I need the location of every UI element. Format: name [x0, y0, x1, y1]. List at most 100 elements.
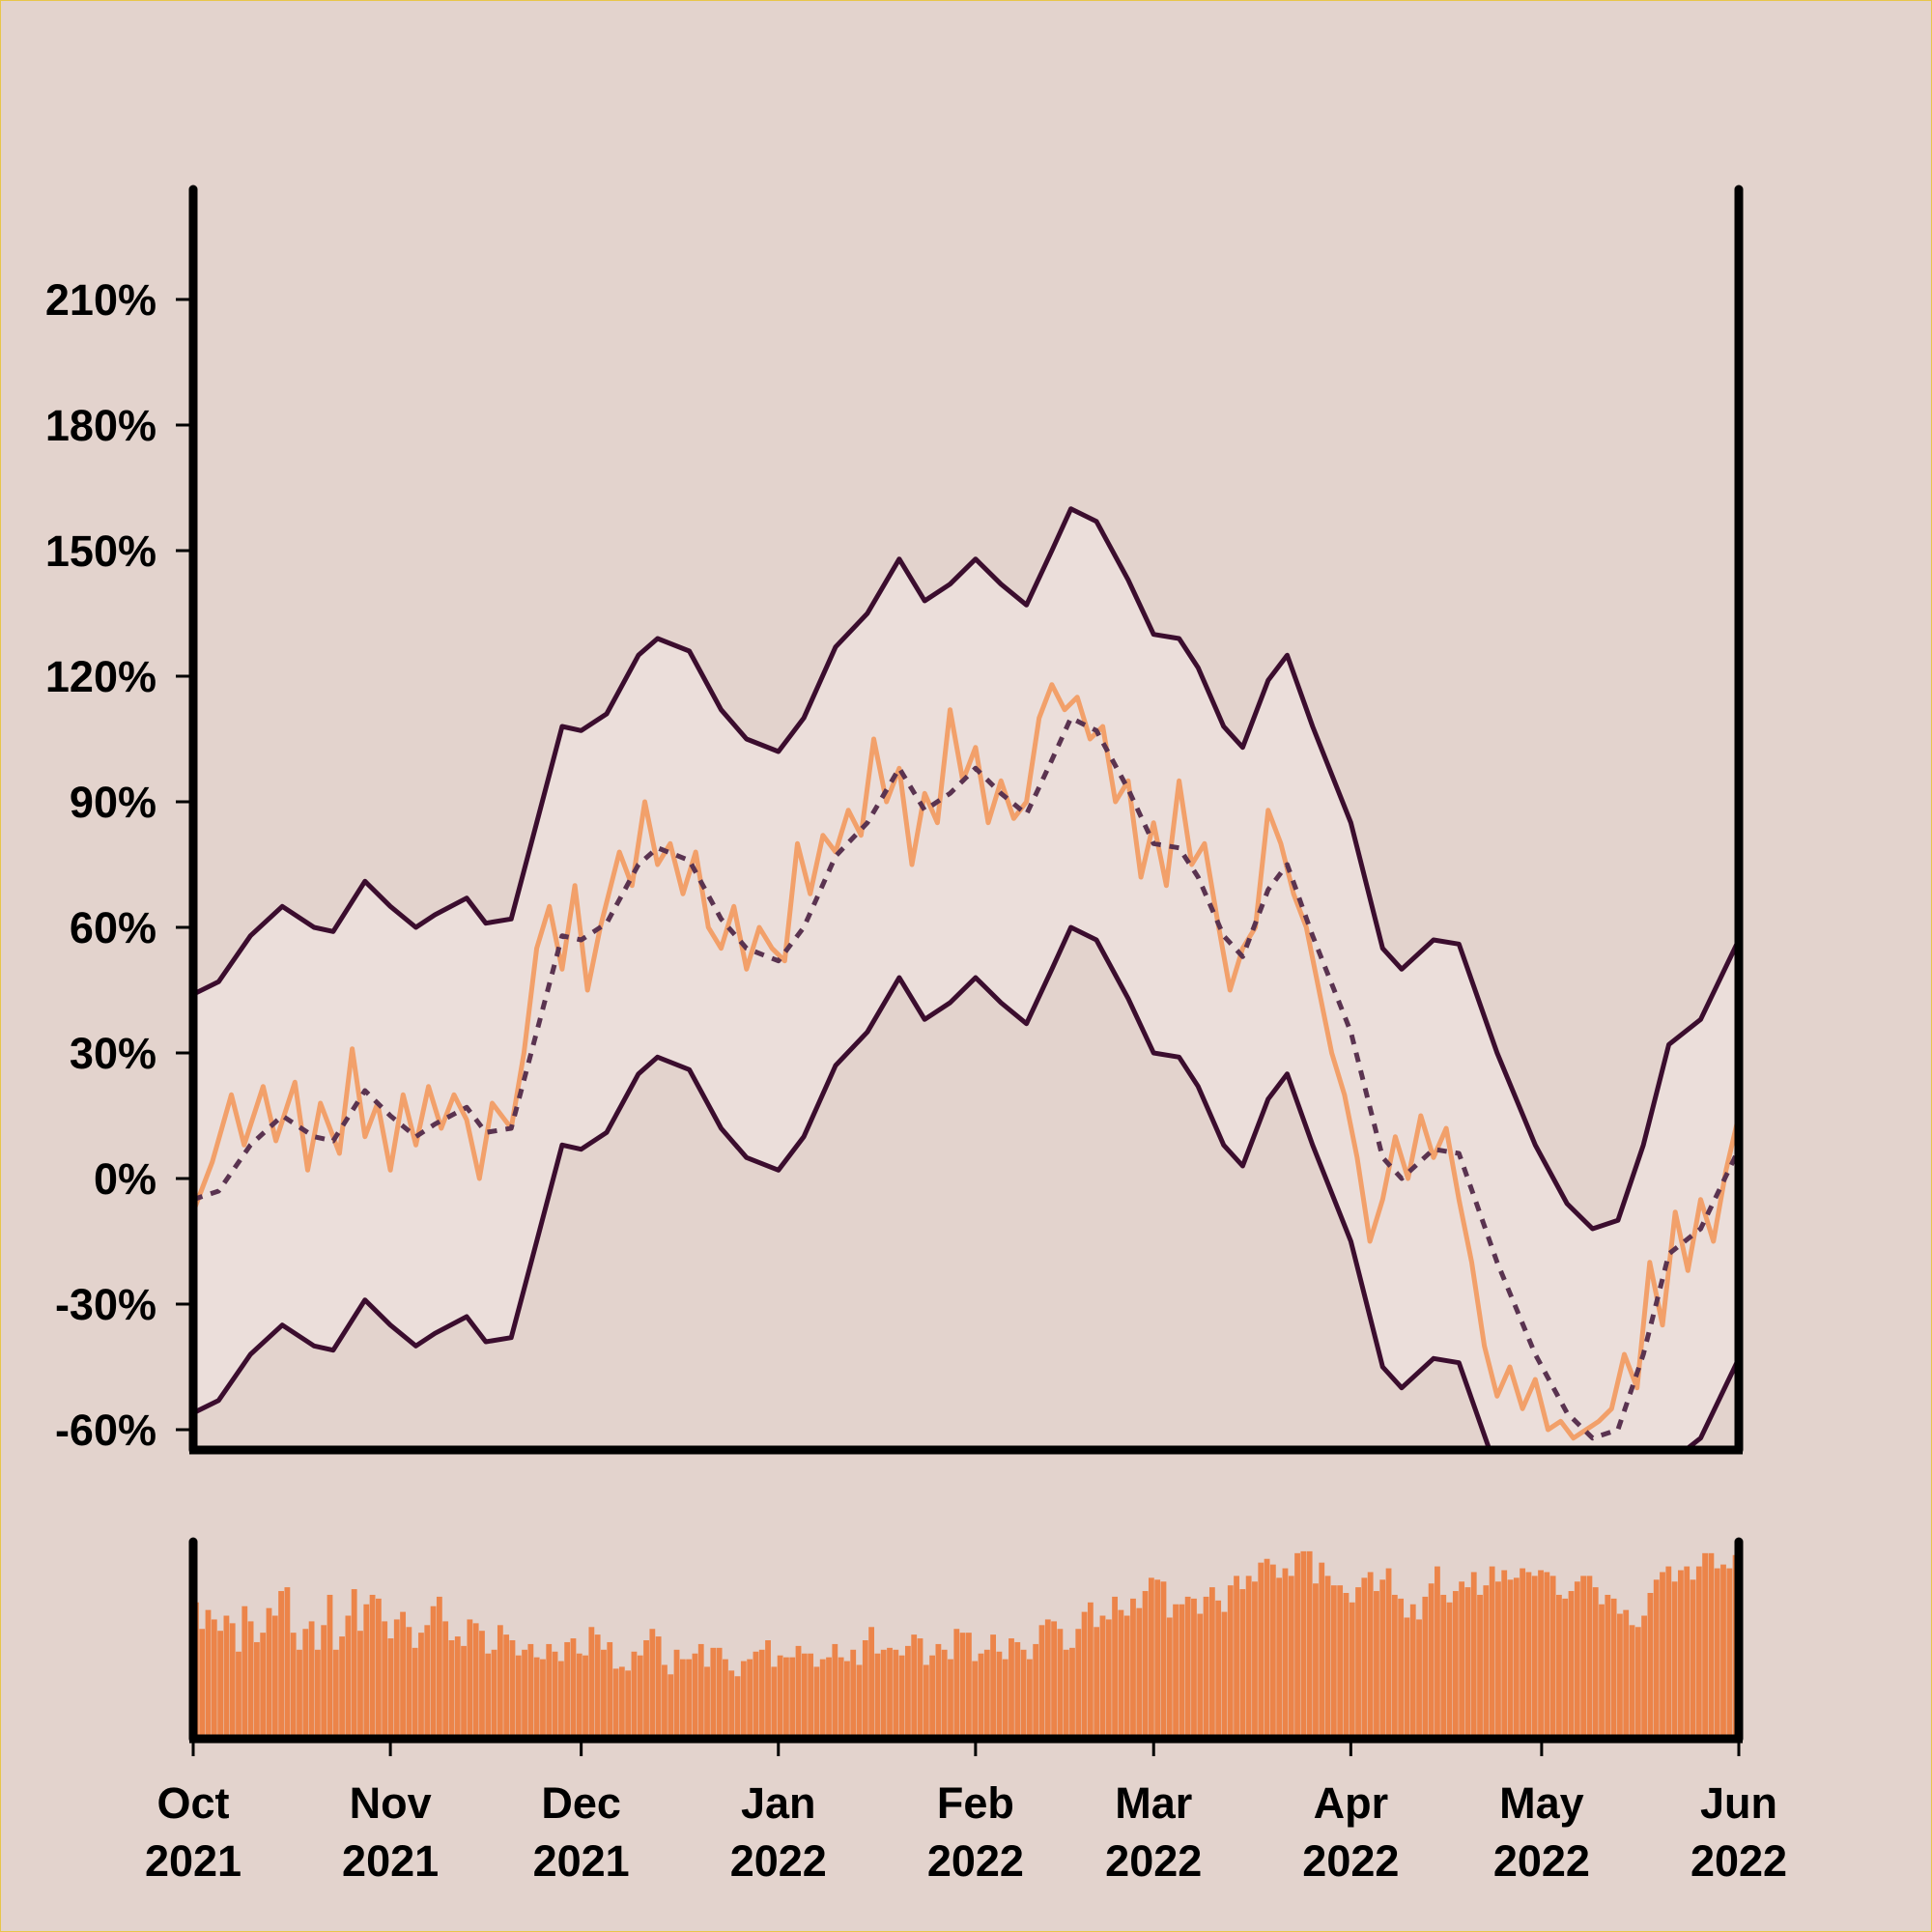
volume-bar	[1258, 1562, 1264, 1735]
volume-bar	[527, 1643, 534, 1735]
volume-bar	[284, 1587, 291, 1735]
volume-bar	[418, 1633, 424, 1735]
volume-bar	[1343, 1593, 1350, 1735]
volume-bar	[905, 1645, 911, 1735]
volume-bar	[1349, 1602, 1355, 1735]
volume-bar	[345, 1615, 352, 1735]
x-tick-year: 2022	[927, 1836, 1024, 1886]
volume-bar	[856, 1664, 863, 1735]
x-tick-month: Dec	[541, 1778, 621, 1828]
volume-bar	[1330, 1585, 1337, 1735]
y-tick-label: 90%	[70, 778, 156, 827]
volume-bar	[479, 1631, 485, 1735]
y-axis-ticks: -60% -30% 0% 30% 60% 90% 120% 150% 180% 210%	[45, 275, 189, 1455]
volume-bar	[1538, 1570, 1544, 1735]
x-tick-month: Jan	[741, 1778, 816, 1828]
volume-bar	[990, 1634, 996, 1735]
volume-bar	[594, 1634, 601, 1735]
x-tick-month: Oct	[156, 1778, 229, 1828]
volume-bar	[1452, 1591, 1459, 1735]
volume-bar	[339, 1636, 345, 1735]
volume-bar	[1435, 1566, 1440, 1735]
x-tick-year: 2022	[1105, 1836, 1202, 1886]
volume-bar	[236, 1651, 242, 1735]
volume-bar	[601, 1649, 607, 1735]
volume-bar	[1130, 1598, 1136, 1735]
volume-bar	[472, 1623, 479, 1735]
volume-bar	[948, 1659, 953, 1735]
volume-bar	[1234, 1576, 1239, 1735]
volume-bar	[1179, 1604, 1185, 1735]
volume-bar	[1160, 1581, 1167, 1735]
volume-bar	[844, 1661, 850, 1735]
upper-band-line	[193, 506, 1739, 1232]
volume-bar	[1313, 1583, 1319, 1735]
band-fill	[193, 508, 1739, 1448]
volume-bar	[1300, 1550, 1307, 1735]
volume-bars	[193, 1550, 1739, 1735]
volume-bar	[1702, 1552, 1708, 1735]
volume-bar	[1184, 1596, 1191, 1735]
volume-bar	[716, 1647, 723, 1735]
y-tick-label: 30%	[70, 1029, 156, 1078]
volume-bar	[1562, 1598, 1569, 1735]
volume-bar	[1574, 1581, 1580, 1735]
volume-bar	[1374, 1591, 1379, 1735]
volume-bar	[1549, 1576, 1556, 1735]
volume-bar	[783, 1657, 789, 1735]
volume-bar	[1617, 1613, 1623, 1735]
volume-bar	[357, 1631, 363, 1735]
volume-bar	[1361, 1577, 1368, 1735]
volume-bar	[363, 1604, 370, 1735]
volume-bar	[1009, 1638, 1014, 1735]
volume-bar	[1026, 1659, 1033, 1735]
volume-bar	[765, 1640, 771, 1735]
y-tick-label: 180%	[45, 401, 156, 450]
volume-bar	[1075, 1629, 1082, 1735]
volume-bar	[1239, 1589, 1246, 1735]
volume-bar	[412, 1647, 418, 1735]
volume-bar	[1629, 1625, 1635, 1735]
x-tick-month: May	[1499, 1778, 1584, 1828]
volume-bar	[740, 1661, 747, 1735]
volume-bar	[673, 1649, 680, 1735]
volume-bar	[582, 1655, 588, 1735]
volume-bar	[1123, 1615, 1130, 1735]
x-tick-month: Mar	[1115, 1778, 1192, 1828]
volume-bar	[1252, 1581, 1258, 1735]
volume-bar	[723, 1659, 728, 1735]
volume-bar	[557, 1661, 564, 1735]
volume-bar	[1355, 1587, 1361, 1735]
x-tick-year: 2022	[730, 1836, 827, 1886]
volume-bar	[850, 1649, 857, 1735]
volume-bar	[893, 1649, 899, 1735]
volume-bar	[637, 1655, 643, 1735]
x-tick-year: 2021	[145, 1836, 242, 1886]
volume-bar	[929, 1655, 935, 1735]
volume-bar	[862, 1640, 868, 1735]
volume-bar	[1726, 1568, 1733, 1735]
volume-bar	[223, 1615, 230, 1735]
volume-bar	[205, 1609, 212, 1735]
volume-bar	[753, 1651, 759, 1735]
volume-bar	[564, 1641, 571, 1735]
volume-bar	[278, 1591, 284, 1735]
volume-bar	[1087, 1602, 1094, 1735]
volume-bar	[923, 1664, 929, 1735]
volume-bar	[655, 1636, 662, 1735]
volume-bar	[369, 1594, 376, 1735]
volume-bar	[1306, 1550, 1313, 1735]
x-axis-ticks: Oct 2021 Nov 2021 Dec 2021 Jan 2022 Feb 2022 Mar 20…	[145, 1743, 1787, 1886]
volume-bar	[1099, 1615, 1106, 1735]
volume-bar	[826, 1657, 832, 1735]
volume-bar	[1288, 1576, 1294, 1735]
x-tick-month: Jun	[1700, 1778, 1777, 1828]
volume-bar	[400, 1611, 406, 1735]
volume-bar	[978, 1653, 984, 1735]
volume-bar	[461, 1645, 467, 1735]
volume-bar	[996, 1651, 1003, 1735]
volume-bar	[297, 1649, 302, 1735]
volume-bar	[1112, 1596, 1118, 1735]
volume-bar	[983, 1649, 990, 1735]
volume-bar	[1647, 1593, 1654, 1735]
